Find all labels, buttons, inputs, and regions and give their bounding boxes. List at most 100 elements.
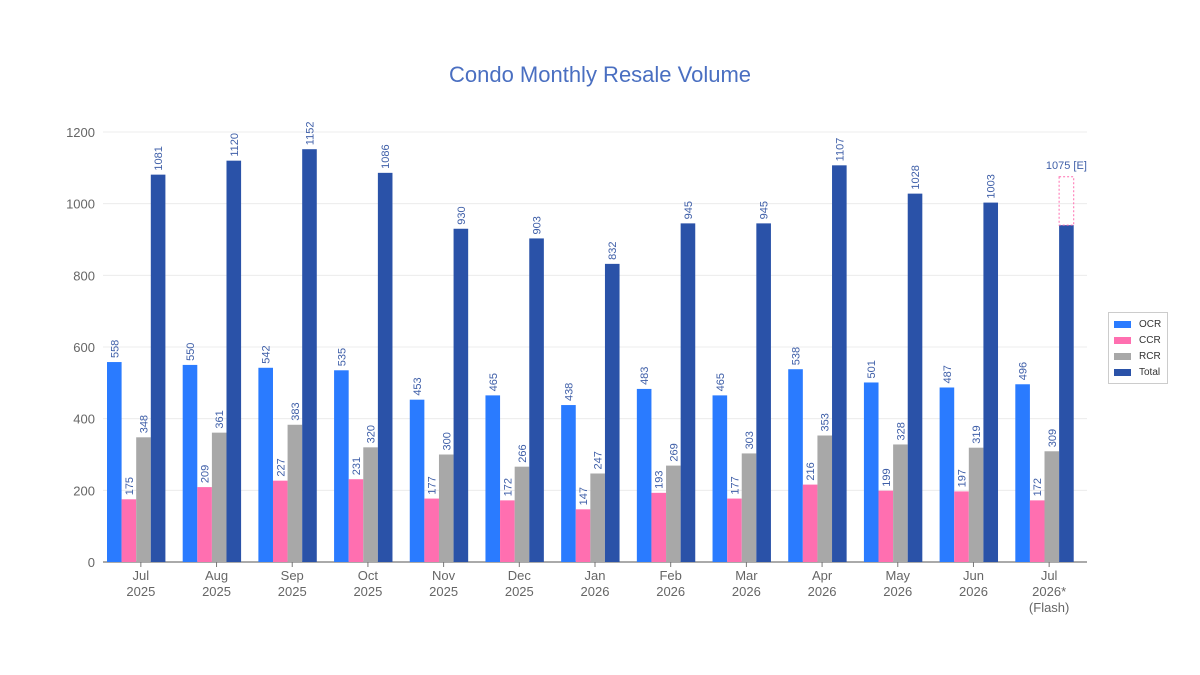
data-label: 348 [139,415,151,433]
bar-total [226,160,242,562]
data-label: 383 [290,402,302,420]
data-label: 1003 [986,174,998,198]
data-label: 538 [791,347,803,365]
data-label: 903 [532,216,544,234]
data-label: 832 [607,242,619,260]
legend-item: CCR [1114,332,1161,348]
data-label: 353 [820,413,832,431]
x-tick-label: Sep [281,568,304,583]
bar-rcr [817,435,833,562]
data-label: 550 [185,343,197,361]
bar-rcr [136,437,151,562]
bar-ccr [878,490,894,562]
legend-swatch [1114,352,1131,360]
data-label: 453 [412,377,424,395]
legend-label: OCR [1139,318,1162,330]
x-tick-label: Dec [508,568,532,583]
x-tick-label: 2026 [808,584,837,599]
x-tick-label: Jan [585,568,606,583]
x-tick-label: 2026 [959,584,988,599]
x-tick-label: 2025 [126,584,155,599]
x-tick-label: Jul [1041,568,1058,583]
data-label: 487 [942,365,954,383]
chart-title: Condo Monthly Resale Volume [448,62,752,87]
x-tick-label: 2025 [278,584,307,599]
data-label: 247 [593,451,605,469]
data-label: 269 [668,443,680,461]
data-label: 303 [744,431,756,449]
legend-label: Total [1139,366,1161,378]
bar-ocr [409,399,425,562]
data-label: 361 [214,410,226,428]
x-tick-label: Jul [133,568,150,583]
legend-label: CCR [1139,334,1161,346]
x-tick-label: 2025 [353,584,382,599]
bar-rcr [893,444,908,562]
bar-total [150,174,166,562]
data-label: 328 [895,422,907,440]
data-label: 197 [957,469,969,487]
bar-rcr [666,465,681,562]
x-tick-label: Nov [432,568,456,583]
bar-ccr [651,492,667,562]
bar-ccr [802,484,818,562]
bar-total [453,228,469,562]
x-tick-label: 2025 [505,584,534,599]
bar-total [832,165,847,562]
bar-ocr [561,405,576,562]
data-label: 177 [729,476,741,494]
data-label: 177 [427,476,439,494]
bar-total [680,223,696,562]
bar-rcr [590,473,605,562]
data-label: 945 [683,201,695,219]
data-label: 199 [881,468,893,486]
bar-ocr [712,395,728,562]
data-label: 1120 [229,133,241,157]
bar-ccr [197,487,212,562]
data-label: 227 [275,458,287,476]
y-tick-label: 400 [73,412,95,427]
data-label: 1028 [910,165,922,189]
legend-swatch [1114,368,1131,376]
data-label: 1086 [380,144,392,168]
data-label: 558 [109,340,121,358]
bar-rcr [287,424,303,562]
estimate-outline [1058,176,1075,226]
bar-ocr [939,387,955,562]
chart-legend: OCR CCR RCR Total [1108,312,1169,384]
data-label: 266 [517,444,529,462]
bar-ocr [107,362,122,562]
bar-rcr [968,447,984,562]
data-label: 209 [200,465,212,483]
x-tick-label: 2026 [656,584,685,599]
bar-ccr [272,480,288,562]
x-tick-label: 2026* [1032,584,1066,599]
bar-rcr [363,447,378,562]
data-label: 1152 [304,122,316,146]
legend-item: OCR [1114,316,1161,332]
x-tick-label: Feb [659,568,681,583]
bar-ccr [954,491,969,562]
bar-total [1059,225,1074,562]
bar-rcr [741,453,757,562]
legend-label: RCR [1139,350,1161,362]
bar-rcr [514,466,530,562]
bar-total [756,223,771,562]
data-label: 483 [639,367,651,385]
x-tick-label: 2026 [732,584,761,599]
bar-ocr [863,382,879,562]
bar-ocr [788,369,803,562]
data-label: 300 [441,432,453,450]
data-label: 319 [971,425,983,443]
bar-total [529,238,544,563]
data-label: 465 [715,373,727,391]
bar-ocr [258,367,273,562]
bar-total [907,193,923,562]
bar-rcr [1044,451,1060,562]
bar-ccr [424,498,439,562]
bar-total [983,202,999,562]
data-label: 320 [366,425,378,443]
data-label: 501 [866,360,878,378]
x-tick-label: (Flash) [1029,600,1069,615]
